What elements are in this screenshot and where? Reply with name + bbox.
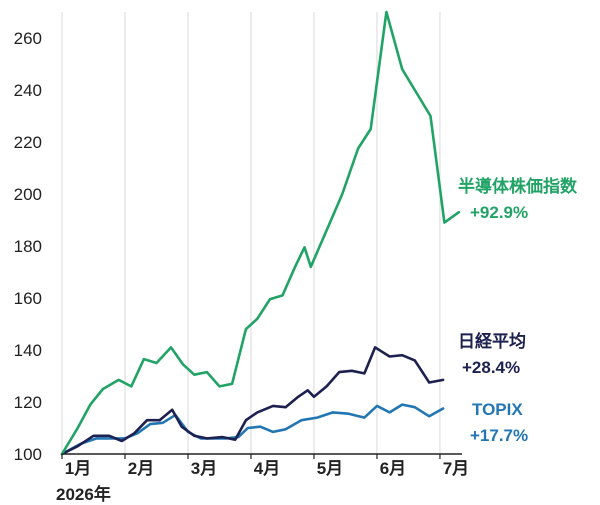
series-name-semi: 半導体株価指数 [458, 176, 578, 196]
series-line-nikkei [60, 346, 445, 456]
x-axis-ticks: 1月 2月 3月 4月 5月 6月 7月 [61, 454, 469, 478]
x-tick-label: 3月 [191, 459, 217, 478]
x-tick-label: 4月 [254, 459, 280, 478]
series-change-semi: +92.9% [470, 203, 528, 222]
series-name-nikkei: 日経平均 [458, 331, 526, 351]
series-label-topix: TOPIX +17.7% [470, 400, 528, 445]
x-tick-label: 7月 [443, 459, 469, 478]
x-tick-label: 1月 [65, 459, 91, 478]
series-change-nikkei: +28.4% [462, 358, 520, 377]
y-tick-label: 160 [14, 289, 42, 308]
y-tick-label: 240 [14, 81, 42, 100]
x-tick-label: 2月 [128, 459, 154, 478]
y-tick-label: 180 [14, 237, 42, 256]
y-axis-ticks: 100 120 140 160 180 200 220 240 260 [14, 29, 42, 464]
y-tick-label: 120 [14, 393, 42, 412]
y-tick-label: 140 [14, 341, 42, 360]
grid [61, 12, 441, 454]
year-label: 2026年 [56, 484, 111, 504]
series-line-semi [60, 10, 461, 456]
series-line-topix [60, 403, 445, 456]
y-tick-label: 220 [14, 133, 42, 152]
series-change-topix: +17.7% [470, 426, 528, 445]
x-tick-label: 6月 [380, 459, 406, 478]
x-tick-label: 5月 [317, 459, 343, 478]
y-tick-label: 260 [14, 29, 42, 48]
series-label-semi: 半導体株価指数 +92.9% [458, 176, 578, 222]
series-layer [60, 10, 461, 456]
y-tick-label: 200 [14, 185, 42, 204]
series-label-nikkei: 日経平均 +28.4% [458, 331, 526, 377]
y-tick-label: 100 [14, 445, 42, 464]
series-name-topix: TOPIX [472, 400, 523, 419]
